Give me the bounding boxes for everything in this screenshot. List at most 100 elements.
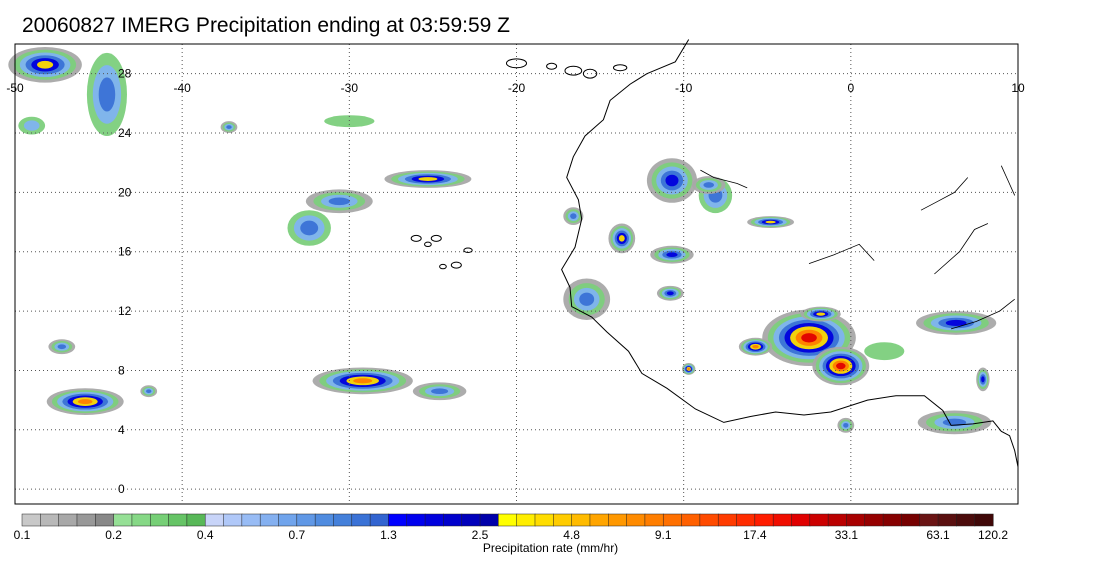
- colorbar-swatch: [534, 513, 554, 527]
- rain-level-2: [23, 120, 40, 131]
- lon-tick-label: 10: [1011, 81, 1025, 95]
- colorbar-swatch: [204, 513, 225, 527]
- island-7: [463, 247, 473, 253]
- lon-tick-label: -50: [6, 81, 24, 95]
- island-10: [424, 241, 432, 248]
- rain-cell-7: [287, 210, 331, 246]
- colorbar-swatch: [40, 513, 60, 527]
- colorbar-swatch: [956, 513, 976, 527]
- lat-tick-label: 24: [118, 126, 132, 140]
- colorbar-swatch: [149, 513, 170, 527]
- rain-level-3: [579, 292, 595, 306]
- island-6: [450, 261, 462, 269]
- border-3: [808, 243, 875, 264]
- colorbar-swatch: [168, 513, 188, 527]
- lon-tick-label: -40: [173, 81, 191, 95]
- colorbar-swatch: [113, 513, 133, 527]
- border-4: [950, 298, 1015, 330]
- colorbar-swatch: [333, 513, 353, 527]
- rain-level-3: [328, 197, 350, 206]
- rain-cell-10: [140, 385, 158, 398]
- rain-cell-24: [747, 216, 794, 228]
- rain-level-5: [618, 235, 625, 242]
- rain-level-5: [418, 177, 438, 181]
- rain-cell-29: [837, 417, 855, 433]
- colorbar-swatch: [186, 513, 206, 527]
- rain-level-7: [836, 362, 846, 370]
- rain-cell-2: [18, 116, 46, 135]
- colorbar-swatch: [21, 513, 41, 527]
- rain-cell-13: [646, 158, 698, 203]
- rain-level-5: [816, 312, 826, 316]
- colorbar-swatch: [223, 513, 243, 527]
- rain-cell-26: [916, 311, 997, 335]
- lon-tick-label: -30: [341, 81, 359, 95]
- colorbar-swatch: [717, 513, 738, 527]
- colorbar-tick-label: 1.3: [380, 528, 397, 542]
- rain-cell-3: [220, 121, 238, 134]
- rain-level-1: [864, 342, 905, 361]
- colorbar-tick-label: 0.7: [288, 528, 305, 542]
- lat-tick-label: 4: [118, 423, 125, 437]
- island-4: [612, 64, 628, 72]
- colorbar-swatch: [644, 513, 664, 527]
- rain-cell-0: [8, 46, 82, 83]
- rain-level-3: [146, 389, 152, 394]
- rain-level-4: [666, 252, 678, 258]
- lon-tick-label: -20: [508, 81, 526, 95]
- colorbar-swatch: [479, 513, 499, 527]
- lat-tick-label: 20: [118, 185, 132, 199]
- lat-tick-label: 8: [118, 363, 125, 377]
- lat-tick-label: 0: [118, 482, 125, 496]
- border-5: [1000, 165, 1016, 196]
- rain-level-3: [570, 213, 577, 219]
- colorbar-swatch: [919, 513, 939, 527]
- rain-cell-25: [692, 176, 726, 194]
- rain-level-4: [981, 376, 985, 383]
- colorbar: [21, 513, 994, 527]
- africa-coastline: [561, 39, 1019, 467]
- rain-cell-31: [681, 363, 696, 375]
- colorbar-swatch: [296, 513, 316, 527]
- colorbar-tick-label: 9.1: [655, 528, 672, 542]
- rain-level-3: [300, 220, 319, 236]
- colorbar-swatch: [388, 513, 408, 527]
- rain-level-3: [98, 77, 116, 112]
- colorbar-swatch: [699, 513, 719, 527]
- gridlines: [15, 44, 1018, 504]
- colorbar-swatch: [974, 513, 994, 527]
- colorbar-swatch: [626, 513, 646, 527]
- map-frame: [14, 43, 1019, 505]
- colorbar-tick-label: 2.5: [472, 528, 489, 542]
- colorbar-swatch: [406, 513, 426, 527]
- rain-cell-12: [412, 382, 467, 401]
- rain-cell-28: [976, 367, 990, 392]
- colorbar-swatch: [95, 513, 115, 527]
- island-8: [439, 263, 447, 270]
- colorbar-swatch: [901, 513, 921, 527]
- lat-tick-label: 16: [118, 245, 132, 259]
- colorbar-tick-label: 0.1: [14, 528, 31, 542]
- colorbar-swatch: [259, 513, 280, 527]
- colorbar-tick-label: 17.4: [743, 528, 767, 542]
- colorbar-swatch: [424, 513, 444, 527]
- rain-level-5: [765, 220, 776, 224]
- colorbar-swatch: [809, 513, 829, 527]
- colorbar-swatch: [516, 513, 536, 527]
- border-1: [920, 177, 969, 211]
- island-1: [546, 62, 558, 70]
- colorbar-swatch: [827, 513, 847, 527]
- lat-tick-label: 28: [118, 67, 132, 81]
- colorbar-swatch: [736, 513, 756, 527]
- rain-layer: [8, 46, 997, 435]
- colorbar-swatch: [369, 513, 389, 527]
- rain-level-4: [666, 291, 674, 296]
- border-0: [700, 169, 748, 189]
- colorbar-swatch: [76, 513, 96, 527]
- colorbar-swatch: [937, 513, 957, 527]
- colorbar-swatch: [278, 513, 298, 527]
- lon-tick-label: -10: [675, 81, 693, 95]
- rain-cell-6: [305, 189, 373, 214]
- colorbar-swatch: [754, 513, 774, 527]
- rain-level-4: [665, 174, 679, 187]
